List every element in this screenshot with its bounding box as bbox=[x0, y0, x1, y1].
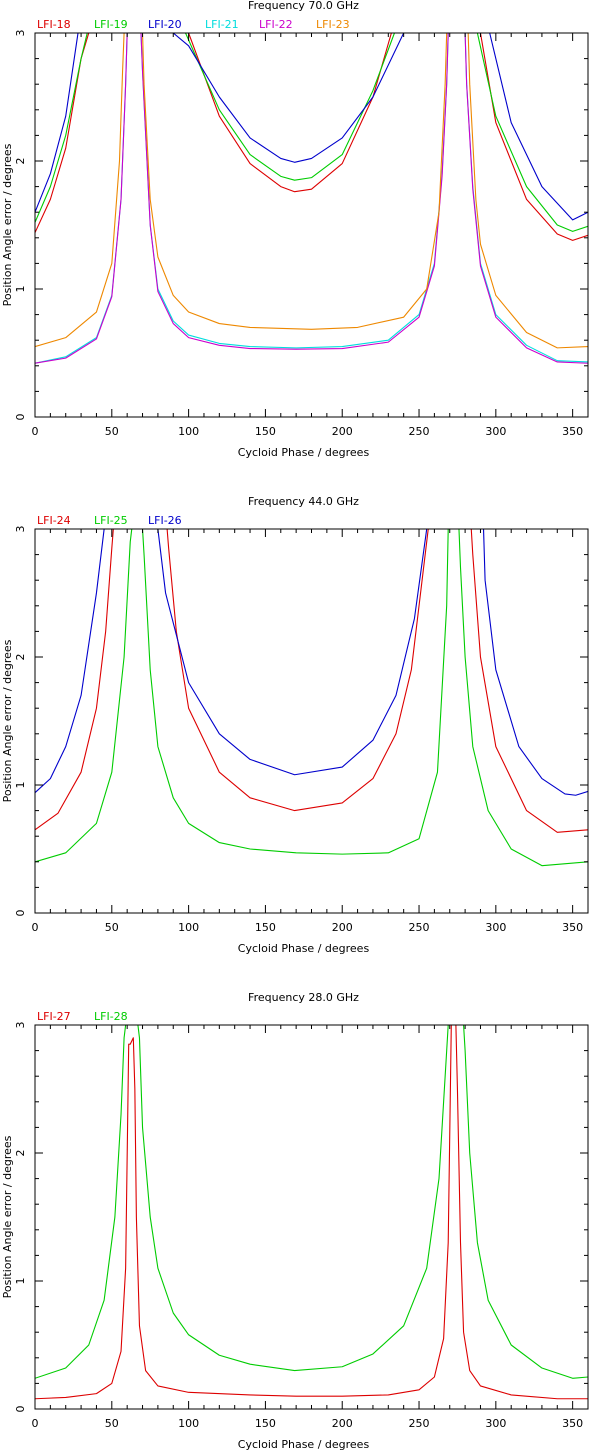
y-tick-label: 3 bbox=[14, 30, 27, 37]
x-tick-label: 300 bbox=[485, 425, 506, 438]
x-tick-label: 200 bbox=[332, 1417, 353, 1430]
legend-item-lfi-27: LFI-27 bbox=[37, 1010, 71, 1023]
y-axis-label: Position Angle error / degrees bbox=[1, 1135, 14, 1298]
x-tick-label: 150 bbox=[255, 1417, 276, 1430]
series-line-lfi-21 bbox=[35, 33, 588, 364]
series-line-lfi-26 bbox=[35, 529, 588, 796]
x-tick-label: 50 bbox=[105, 1417, 119, 1430]
x-tick-label: 100 bbox=[178, 921, 199, 934]
y-tick-label: 0 bbox=[14, 910, 27, 917]
x-tick-label: 250 bbox=[409, 921, 430, 934]
y-tick-label: 3 bbox=[14, 1022, 27, 1029]
series-line-lfi-23 bbox=[35, 33, 588, 349]
y-tick-label: 1 bbox=[14, 286, 27, 293]
x-tick-label: 50 bbox=[105, 425, 119, 438]
x-tick-label: 300 bbox=[485, 1417, 506, 1430]
x-axis-label: Cycloid Phase / degrees bbox=[238, 446, 370, 459]
chart-panel-2: Frequency 44.0 GHz LFI-24 LFI-25 LFI-26 0 50 1… bbox=[1, 495, 589, 955]
plot-frame bbox=[34, 528, 589, 914]
series-group bbox=[35, 1025, 588, 1400]
x-tick-label: 0 bbox=[32, 1417, 39, 1430]
y-tick-label: 3 bbox=[14, 526, 27, 533]
legend-item-lfi-26: LFI-26 bbox=[148, 514, 182, 527]
y-axis-label: Position Angle error / degrees bbox=[1, 639, 14, 802]
y-tick-label: 2 bbox=[14, 1150, 27, 1157]
x-tick-label: 150 bbox=[255, 921, 276, 934]
x-tick-label: 250 bbox=[409, 425, 430, 438]
x-axis-label: Cycloid Phase / degrees bbox=[238, 1438, 370, 1451]
chart-panel-3: Frequency 28.0 GHz LFI-27 LFI-28 0 50 100 150 2… bbox=[1, 991, 589, 1451]
x-axis-label: Cycloid Phase / degrees bbox=[238, 942, 370, 955]
series-line-lfi-28 bbox=[35, 1025, 588, 1379]
legend-item-lfi-22: LFI-22 bbox=[259, 18, 293, 31]
plot-frame bbox=[34, 1024, 589, 1410]
x-tick-label: 350 bbox=[562, 425, 583, 438]
series-line-lfi-27 bbox=[35, 1025, 588, 1400]
x-tick-label: 0 bbox=[32, 425, 39, 438]
series-line-lfi-20 bbox=[35, 33, 588, 221]
legend-item-lfi-25: LFI-25 bbox=[94, 514, 128, 527]
x-tick-label: 100 bbox=[178, 1417, 199, 1430]
legend-item-lfi-23: LFI-23 bbox=[316, 18, 350, 31]
chart-title: Frequency 70.0 GHz bbox=[248, 0, 359, 12]
legend-item-lfi-20: LFI-20 bbox=[148, 18, 182, 31]
legend-item-lfi-18: LFI-18 bbox=[37, 18, 71, 31]
y-tick-label: 0 bbox=[14, 414, 27, 421]
x-tick-label: 200 bbox=[332, 425, 353, 438]
legend-item-lfi-19: LFI-19 bbox=[94, 18, 128, 31]
x-tick-label: 250 bbox=[409, 1417, 430, 1430]
chart-panel-1: Frequency 70.0 GHz LFI-18 LFI-19 LFI-20 LFI-… bbox=[1, 0, 589, 459]
y-tick-label: 2 bbox=[14, 158, 27, 165]
y-tick-label: 1 bbox=[14, 782, 27, 789]
y-tick-label: 2 bbox=[14, 654, 27, 661]
legend-item-lfi-28: LFI-28 bbox=[94, 1010, 128, 1023]
series-line-lfi-19 bbox=[35, 33, 588, 232]
x-tick-label: 350 bbox=[562, 1417, 583, 1430]
x-tick-label: 0 bbox=[32, 921, 39, 934]
series-line-lfi-22 bbox=[35, 33, 588, 364]
chart-title: Frequency 44.0 GHz bbox=[248, 495, 359, 508]
y-axis-label: Position Angle error / degrees bbox=[1, 143, 14, 306]
series-line-lfi-25 bbox=[35, 529, 588, 867]
series-group bbox=[35, 33, 588, 364]
x-tick-label: 50 bbox=[105, 921, 119, 934]
chart-title: Frequency 28.0 GHz bbox=[248, 991, 359, 1004]
x-tick-label: 100 bbox=[178, 425, 199, 438]
series-line-lfi-24 bbox=[35, 529, 588, 833]
y-tick-label: 0 bbox=[14, 1406, 27, 1413]
x-tick-label: 150 bbox=[255, 425, 276, 438]
y-tick-label: 1 bbox=[14, 1278, 27, 1285]
legend-item-lfi-24: LFI-24 bbox=[37, 514, 71, 527]
plot-frame bbox=[34, 32, 589, 418]
x-tick-label: 350 bbox=[562, 921, 583, 934]
legend-item-lfi-21: LFI-21 bbox=[205, 18, 239, 31]
x-tick-label: 200 bbox=[332, 921, 353, 934]
x-tick-label: 300 bbox=[485, 921, 506, 934]
series-group bbox=[35, 529, 588, 867]
